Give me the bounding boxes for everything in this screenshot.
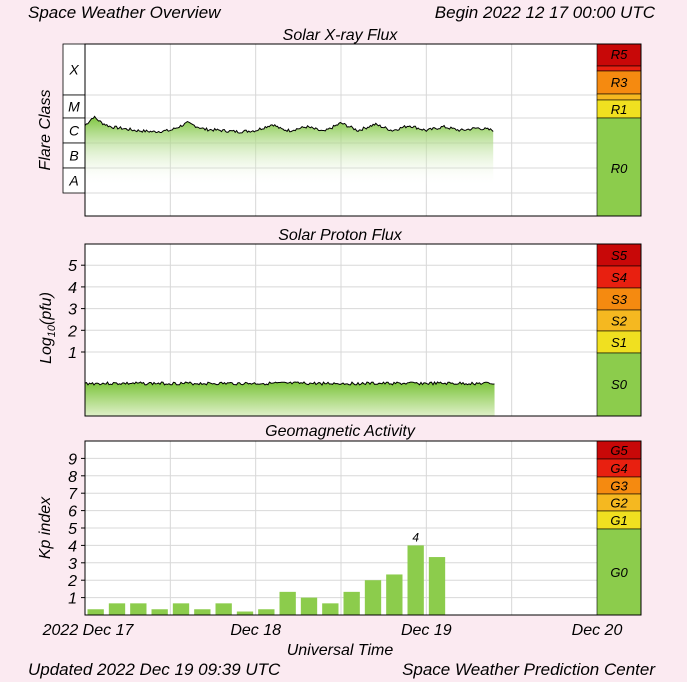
xray-class-label: A	[68, 173, 78, 189]
proton-scale-label: S2	[611, 314, 628, 329]
kp-ytick-label: 9	[68, 451, 77, 468]
footer-center-name: Space Weather Prediction Center	[402, 660, 656, 679]
kp-bar	[215, 603, 232, 615]
kp-bar	[322, 603, 339, 615]
proton-scale-label: S0	[611, 377, 628, 392]
kp-bar	[300, 597, 318, 615]
xray-flux-area	[85, 116, 494, 186]
kp-scale-label: G3	[610, 479, 628, 494]
kp-bar	[87, 609, 104, 615]
xray-scale-band	[596, 65, 642, 72]
header-title: Space Weather Overview	[28, 3, 222, 22]
kp-bar	[151, 609, 168, 615]
kp-border	[84, 440, 642, 616]
footer-updated: Updated 2022 Dec 19 09:39 UTC	[28, 660, 281, 679]
xray-class-label: B	[69, 148, 78, 164]
proton-scale-label: S5	[611, 248, 628, 263]
kp-bar	[364, 580, 382, 615]
xray-title: Solar X-ray Flux	[283, 27, 399, 44]
xaxis-tick-label: Dec 20	[572, 622, 623, 639]
xray-flux-line	[84, 115, 494, 134]
time-axis: Universal Time 2022 Dec 17 Dec 18 Dec 19 De…	[42, 622, 623, 659]
kp-max-label: 4	[412, 530, 419, 544]
kp-scale-band	[596, 528, 642, 616]
proton-ytick-label: 3	[68, 302, 77, 319]
kp-bar	[130, 603, 147, 615]
proton-flux-panel: Solar Proton Flux Log10(pfu) 1 2 3 4 5 S5 S4 S3…	[38, 227, 642, 417]
kp-ytick-label: 1	[68, 591, 77, 608]
kp-ytick-label: 2	[67, 573, 77, 590]
kp-scale-label: G0	[610, 565, 628, 580]
proton-ylabel-unit: (pfu)	[38, 292, 55, 325]
kp-bar	[407, 545, 424, 615]
proton-flux-line	[84, 381, 495, 386]
proton-scale-label: S3	[611, 292, 628, 307]
kp-bar	[172, 603, 190, 615]
xaxis-label: Universal Time	[287, 642, 394, 659]
proton-ylabel-log: Log	[38, 337, 55, 364]
kp-ytick-label: 3	[68, 556, 77, 573]
kp-index-panel: Geomagnetic Activity Kp index 1234567894…	[37, 423, 642, 616]
kp-bar	[428, 557, 446, 615]
kp-scale-label: G5	[610, 443, 628, 458]
kp-ytick-label: 6	[68, 504, 77, 521]
kp-scale-label: G4	[610, 461, 627, 476]
proton-ytick-label: 2	[67, 323, 77, 340]
kp-ytick-label: 4	[68, 538, 77, 555]
proton-ytick-label: 4	[68, 280, 77, 297]
kp-bar	[343, 591, 360, 615]
kp-ytick-label: 8	[68, 469, 77, 486]
kp-ylabel: Kp index	[37, 496, 54, 559]
header-begin-time: Begin 2022 12 17 00:00 UTC	[435, 3, 656, 22]
xray-border	[84, 43, 642, 217]
xray-scale-label: R5	[611, 47, 628, 62]
proton-scale-label: S1	[611, 335, 627, 350]
kp-bar	[258, 609, 275, 615]
proton-ylabel: Log10(pfu)	[38, 292, 58, 364]
kp-ytick-label: 7	[68, 486, 78, 503]
kp-scale-label: G1	[610, 513, 627, 528]
xray-scale-band	[596, 93, 642, 101]
xray-class-label: M	[68, 99, 80, 115]
kp-bar	[194, 609, 211, 615]
proton-title: Solar Proton Flux	[278, 227, 403, 244]
kp-bar	[236, 611, 254, 615]
xray-scale-label: R1	[611, 102, 628, 117]
kp-title: Geomagnetic Activity	[265, 423, 416, 440]
proton-ylabel-sub: 10	[46, 324, 58, 337]
proton-ytick-label: 1	[68, 345, 77, 362]
proton-scale-label: S4	[611, 270, 627, 285]
xaxis-tick-label: 2022 Dec 17	[42, 622, 135, 639]
proton-border	[84, 243, 642, 417]
kp-bar	[108, 603, 126, 615]
kp-bar	[386, 574, 403, 615]
kp-scale-label: G2	[610, 496, 628, 511]
xaxis-tick-label: Dec 19	[401, 622, 452, 639]
xray-ylabel: Flare Class	[37, 90, 54, 171]
xray-class-label: X	[68, 62, 79, 78]
xray-class-label: C	[69, 123, 80, 139]
xray-scale-band	[596, 117, 642, 217]
kp-ytick-label: 5	[68, 521, 77, 538]
xray-scale-label: R3	[611, 75, 628, 90]
xaxis-tick-label: Dec 18	[230, 622, 281, 639]
proton-flux-area	[85, 382, 495, 416]
xray-scale-label: R0	[611, 161, 628, 176]
proton-ytick-label: 5	[68, 258, 77, 275]
kp-bar	[279, 591, 296, 615]
